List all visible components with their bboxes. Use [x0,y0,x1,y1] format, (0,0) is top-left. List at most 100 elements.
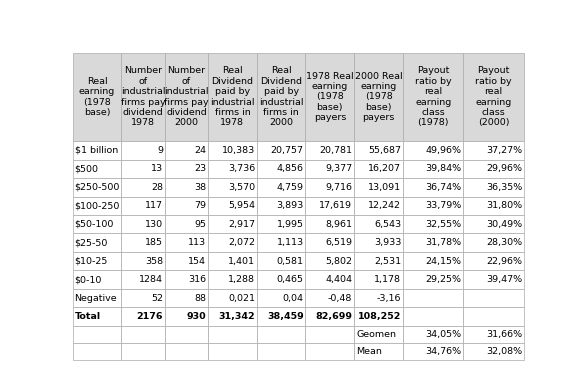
Bar [122,52,165,141]
Text: 0,021: 0,021 [228,294,255,303]
Bar [73,289,122,307]
Text: 4,856: 4,856 [276,164,304,173]
Text: 30,49%: 30,49% [486,220,522,229]
Bar [306,197,354,215]
Text: 31,80%: 31,80% [486,201,522,210]
Text: Payout
ratio by
real
earning
class
(2000): Payout ratio by real earning class (2000… [475,66,512,127]
Text: 0,04: 0,04 [283,294,304,303]
Text: 20,757: 20,757 [271,146,304,155]
Bar [257,252,306,270]
Bar [403,326,463,343]
Bar [463,307,524,326]
Bar [208,326,257,343]
Bar [257,215,306,234]
Text: 4,404: 4,404 [325,275,353,284]
Text: $50-100: $50-100 [74,220,114,229]
Bar [306,326,354,343]
Bar [403,141,463,159]
Bar [403,159,463,178]
Text: 82,699: 82,699 [315,312,353,321]
Bar [257,234,306,252]
Bar [73,307,122,326]
Text: 130: 130 [145,220,163,229]
Text: -3,16: -3,16 [377,294,401,303]
Bar [165,234,208,252]
Text: $500: $500 [74,164,98,173]
Bar [73,159,122,178]
Bar [306,234,354,252]
Bar [165,343,208,360]
Bar [73,343,122,360]
Text: $10-25: $10-25 [74,257,108,266]
Bar [165,197,208,215]
Text: 39,84%: 39,84% [425,164,462,173]
Text: 16,207: 16,207 [368,164,401,173]
Text: 2,072: 2,072 [228,238,255,247]
Bar [208,234,257,252]
Text: 4,759: 4,759 [276,183,304,192]
Bar [403,252,463,270]
Bar [463,178,524,197]
Text: 36,35%: 36,35% [486,183,522,192]
Text: Payout
ratio by
real
earning
class
(1978): Payout ratio by real earning class (1978… [415,66,452,127]
Text: 29,25%: 29,25% [425,275,462,284]
Text: Real
Dividend
paid by
industrial
firms in
1978: Real Dividend paid by industrial firms i… [210,66,255,127]
Bar [165,252,208,270]
Text: 9,377: 9,377 [325,164,353,173]
Text: 9: 9 [157,146,163,155]
Bar [165,141,208,159]
Text: 88: 88 [194,294,206,303]
Bar [306,159,354,178]
Text: 34,76%: 34,76% [425,347,462,356]
Text: 79: 79 [194,201,206,210]
Bar [354,326,403,343]
Text: 2000 Real
earning
(1978
base)
payers: 2000 Real earning (1978 base) payers [355,71,402,122]
Bar [257,343,306,360]
Text: Geomen: Geomen [356,330,396,339]
Bar [208,289,257,307]
Text: 22,96%: 22,96% [486,257,522,266]
Text: 117: 117 [145,201,163,210]
Bar [463,159,524,178]
Bar [122,270,165,289]
Bar [306,215,354,234]
Text: 55,687: 55,687 [368,146,401,155]
Text: 29,96%: 29,96% [486,164,522,173]
Text: 33,79%: 33,79% [425,201,462,210]
Text: 12,242: 12,242 [368,201,401,210]
Text: 5,802: 5,802 [325,257,353,266]
Bar [208,141,257,159]
Text: 108,252: 108,252 [358,312,401,321]
Text: 38,459: 38,459 [267,312,304,321]
Bar [122,289,165,307]
Text: 3,933: 3,933 [374,238,401,247]
Text: 3,736: 3,736 [228,164,255,173]
Text: -0,48: -0,48 [328,294,353,303]
Bar [257,307,306,326]
Text: 31,66%: 31,66% [486,330,522,339]
Text: 1,178: 1,178 [374,275,401,284]
Bar [354,234,403,252]
Bar [208,197,257,215]
Bar [354,159,403,178]
Text: 3,893: 3,893 [276,201,304,210]
Bar [463,326,524,343]
Text: 95: 95 [194,220,206,229]
Text: 31,78%: 31,78% [425,238,462,247]
Text: 154: 154 [188,257,206,266]
Bar [403,215,463,234]
Bar [208,252,257,270]
Text: 23: 23 [194,164,206,173]
Text: 36,74%: 36,74% [425,183,462,192]
Bar [122,252,165,270]
Text: Real
earning
(1978
base): Real earning (1978 base) [79,77,115,117]
Bar [354,141,403,159]
Text: Number
of
industrial
firms pay
dividend
1978: Number of industrial firms pay dividend … [121,66,165,127]
Bar [257,141,306,159]
Text: Number
of
industrial
firms pay
dividend
2000: Number of industrial firms pay dividend … [164,66,209,127]
Bar [463,52,524,141]
Bar [354,307,403,326]
Text: 1,995: 1,995 [276,220,304,229]
Bar [403,197,463,215]
Text: 13,091: 13,091 [368,183,401,192]
